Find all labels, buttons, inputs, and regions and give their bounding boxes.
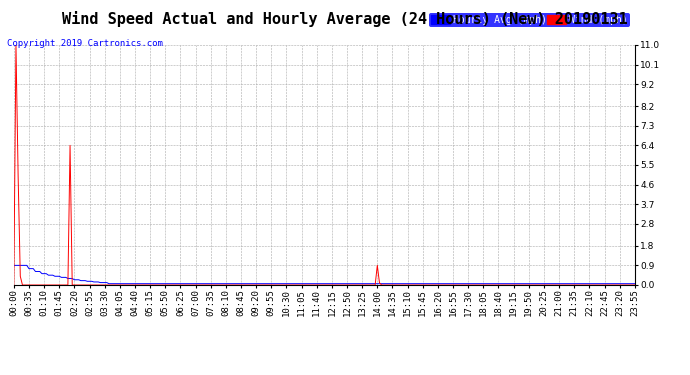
Text: Wind Speed Actual and Hourly Average (24 Hours) (New) 20190131: Wind Speed Actual and Hourly Average (24… <box>62 11 628 27</box>
Text: Copyright 2019 Cartronics.com: Copyright 2019 Cartronics.com <box>7 39 163 48</box>
Legend: Hourly Avg (mph), Wind (mph): Hourly Avg (mph), Wind (mph) <box>428 13 630 27</box>
